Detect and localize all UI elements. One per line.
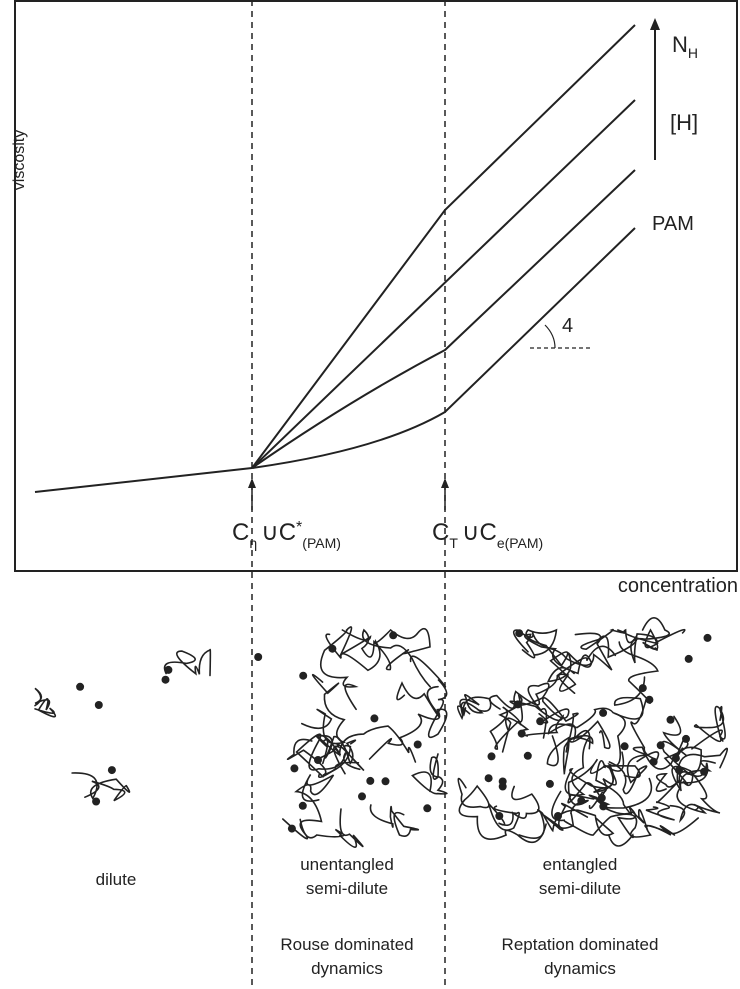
marker-op: ∪C	[462, 519, 497, 546]
marker-sub: e(PAM)	[497, 535, 543, 551]
marker-sub: η	[249, 535, 257, 551]
marker-sub: T	[449, 535, 458, 551]
coil-junction	[546, 780, 554, 788]
marker-sub: (PAM)	[302, 535, 341, 551]
marker-symbol: C	[232, 519, 249, 546]
coil	[412, 754, 447, 794]
marker-op: ∪C	[261, 519, 296, 546]
marker-label: Cη∪C*(PAM)	[232, 519, 341, 551]
coil	[549, 677, 645, 749]
x-axis-label: concentration	[618, 575, 738, 597]
coil-junction	[414, 741, 422, 749]
slope-label: 4	[562, 315, 573, 337]
regime-dynamics: dynamics	[311, 959, 383, 978]
coil-junction	[495, 812, 503, 820]
coil-junction	[164, 666, 172, 674]
coil	[321, 627, 371, 709]
coil-junction	[358, 792, 366, 800]
coil-junction	[95, 701, 103, 709]
coil-junction	[485, 774, 493, 782]
marker-sup: *	[296, 519, 302, 536]
regime-dynamics: Rouse dominated	[280, 935, 413, 954]
coil-junction	[536, 717, 544, 725]
coil-junction	[672, 754, 680, 762]
coil-junction	[108, 766, 116, 774]
regime-state: unentangled	[300, 855, 394, 874]
slope-arc	[545, 325, 555, 348]
coil-junction	[254, 653, 262, 661]
coil	[692, 707, 725, 749]
coil-junction	[370, 714, 378, 722]
marker-label: CT∪Ce(PAM)	[432, 519, 543, 551]
coil-junction	[92, 798, 100, 806]
coil-junction	[621, 742, 629, 750]
coil-junction	[488, 752, 496, 760]
curve-label: PAM	[652, 213, 694, 235]
marker-arrow-head	[441, 478, 449, 488]
regime-state: entangled	[543, 855, 618, 874]
coil-junction	[366, 777, 374, 785]
curve-label: NH	[672, 32, 698, 61]
coil-junction	[685, 655, 693, 663]
coil-junction	[667, 716, 675, 724]
label-sub: H	[688, 45, 698, 61]
arrow-head	[650, 18, 660, 30]
coil	[35, 688, 55, 716]
coil-junction	[499, 783, 507, 791]
coil-drawings	[35, 618, 727, 847]
coil-junction	[675, 766, 683, 774]
curve	[252, 25, 635, 468]
plot-frame	[15, 1, 737, 571]
coil-junction	[599, 709, 607, 717]
label-main: N	[672, 32, 688, 57]
coil-junction	[382, 777, 390, 785]
coil	[302, 675, 344, 744]
y-axis-label: viscosity	[11, 130, 28, 190]
regime-dynamics: Reptation dominated	[502, 935, 659, 954]
coil-junction	[290, 764, 298, 772]
coil-junction	[299, 672, 307, 680]
coil	[300, 809, 363, 847]
curve	[252, 228, 635, 468]
coil-junction	[76, 683, 84, 691]
coil	[370, 805, 418, 836]
coil-junction	[515, 629, 523, 637]
coil-junction	[704, 634, 712, 642]
coil-junction	[162, 676, 170, 684]
curve	[252, 170, 635, 468]
regime-dynamics: dynamics	[544, 959, 616, 978]
diagram: viscosity concentration NH [H] PAM 4 Cη∪…	[0, 0, 740, 989]
coil	[458, 695, 491, 718]
coil	[72, 773, 129, 801]
coil	[362, 630, 430, 687]
marker-arrow-head	[248, 478, 256, 488]
coil-junction	[423, 804, 431, 812]
coil-junction	[518, 730, 526, 738]
marker-symbol: C	[432, 519, 449, 546]
regime-state: semi-dilute	[539, 879, 621, 898]
coil-junction	[299, 802, 307, 810]
curve	[35, 468, 252, 492]
coil-junction	[314, 756, 322, 764]
regime-state: semi-dilute	[306, 879, 388, 898]
coil-junction	[288, 825, 296, 833]
coil-junction	[524, 752, 532, 760]
coil	[526, 630, 575, 693]
regime-state: dilute	[96, 870, 137, 889]
coil	[489, 787, 539, 831]
coil	[397, 656, 447, 717]
curve-label: [H]	[670, 110, 698, 135]
coil-junction	[700, 768, 708, 776]
